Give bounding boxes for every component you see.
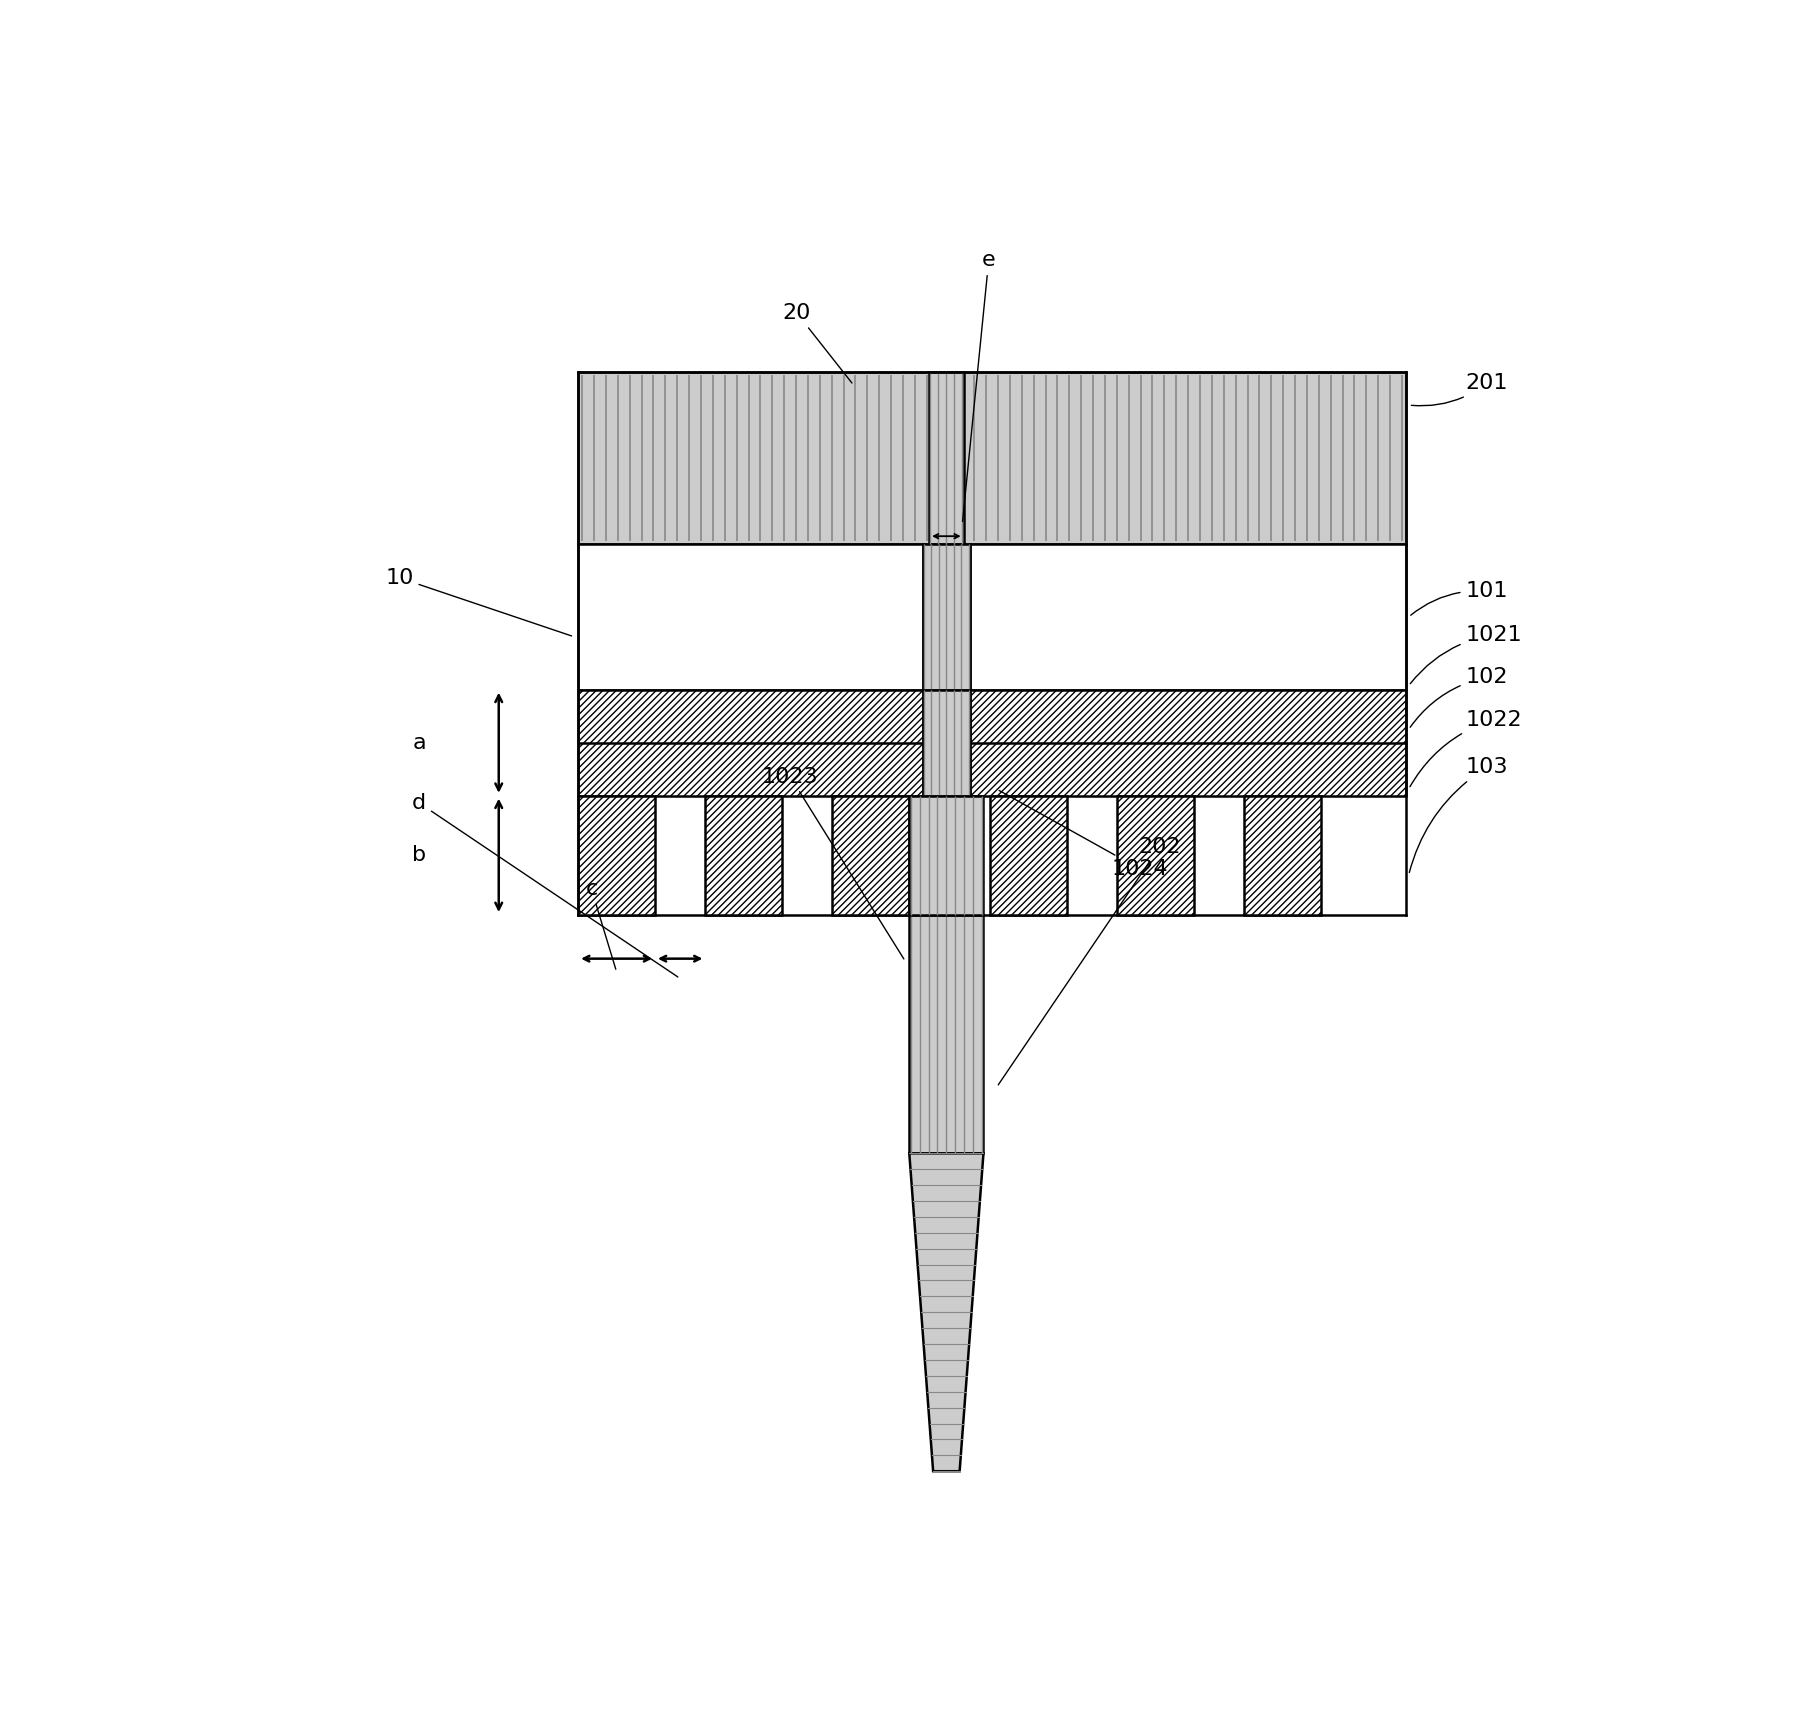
Text: e: e: [963, 249, 995, 521]
Text: b: b: [412, 845, 426, 865]
Bar: [1117, 796, 1195, 915]
Polygon shape: [910, 1154, 983, 1471]
Bar: [578, 372, 1405, 544]
Text: 1023: 1023: [761, 767, 905, 960]
Bar: [930, 372, 963, 544]
Text: 102: 102: [1411, 667, 1508, 728]
Bar: [990, 796, 1066, 915]
Text: 103: 103: [1409, 757, 1508, 872]
Bar: [705, 796, 781, 915]
Text: 1021: 1021: [1411, 624, 1523, 683]
Bar: [578, 690, 923, 796]
Text: 1022: 1022: [1411, 710, 1523, 786]
Bar: [970, 544, 1405, 690]
Text: 101: 101: [1411, 581, 1508, 616]
Text: 20: 20: [783, 303, 852, 384]
Text: 202: 202: [999, 836, 1180, 1085]
Text: c: c: [586, 879, 616, 970]
Text: d: d: [412, 793, 678, 977]
Bar: [578, 796, 654, 915]
Text: a: a: [412, 733, 426, 753]
Text: 1024: 1024: [999, 791, 1169, 879]
Bar: [910, 915, 983, 1154]
Bar: [923, 544, 970, 690]
Bar: [910, 796, 983, 915]
Text: 201: 201: [1411, 373, 1508, 406]
Bar: [970, 690, 1405, 796]
Bar: [578, 544, 923, 690]
Bar: [923, 690, 970, 796]
Bar: [832, 796, 910, 915]
Bar: [1244, 796, 1322, 915]
Text: 10: 10: [384, 568, 571, 636]
